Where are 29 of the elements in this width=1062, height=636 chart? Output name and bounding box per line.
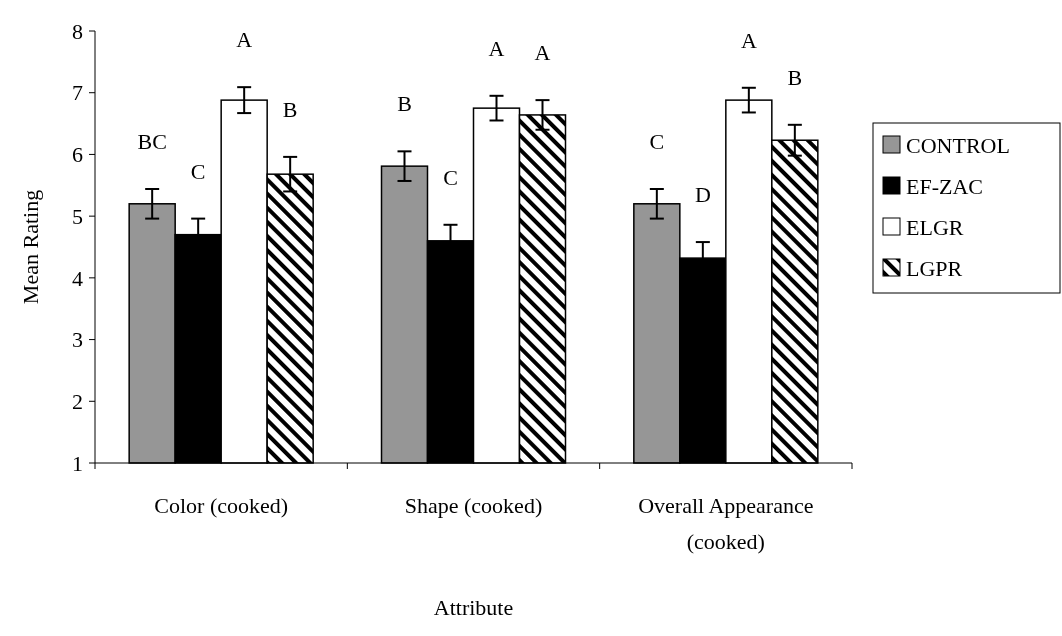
data-label: A [534,40,551,66]
y-tick-label: 3 [72,327,83,353]
y-tick-label: 6 [72,142,83,168]
y-tick-label: 4 [72,265,83,291]
data-label: B [787,64,803,90]
legend-label: ELGR [906,214,964,240]
data-label: A [740,27,757,53]
data-label: C [649,128,665,154]
y-tick-label: 5 [72,203,83,229]
y-axis-title: Mean Rating [18,189,43,305]
legend-label: EF-ZAC [906,173,983,199]
data-label: B [282,96,298,122]
y-tick-label: 1 [72,450,83,476]
x-tick-label: Shape (cooked) [404,493,543,518]
legend-label: LGPR [906,255,963,281]
y-tick-label: 2 [72,388,83,414]
y-tick-label: 8 [72,18,83,44]
x-axis-title: Attribute [433,595,514,620]
data-label: A [236,27,253,53]
x-tick-label: Color (cooked) [154,493,289,518]
y-tick-label: 7 [72,80,83,106]
legend-label: CONTROL [906,132,1010,158]
data-label: BC [137,128,167,154]
data-label: D [694,182,711,208]
data-label: A [488,35,505,61]
data-label: C [443,164,458,190]
x-tick-label: Overall Appearance (cooked) [638,493,814,554]
data-label: C [190,158,206,184]
data-label: B [397,91,412,117]
